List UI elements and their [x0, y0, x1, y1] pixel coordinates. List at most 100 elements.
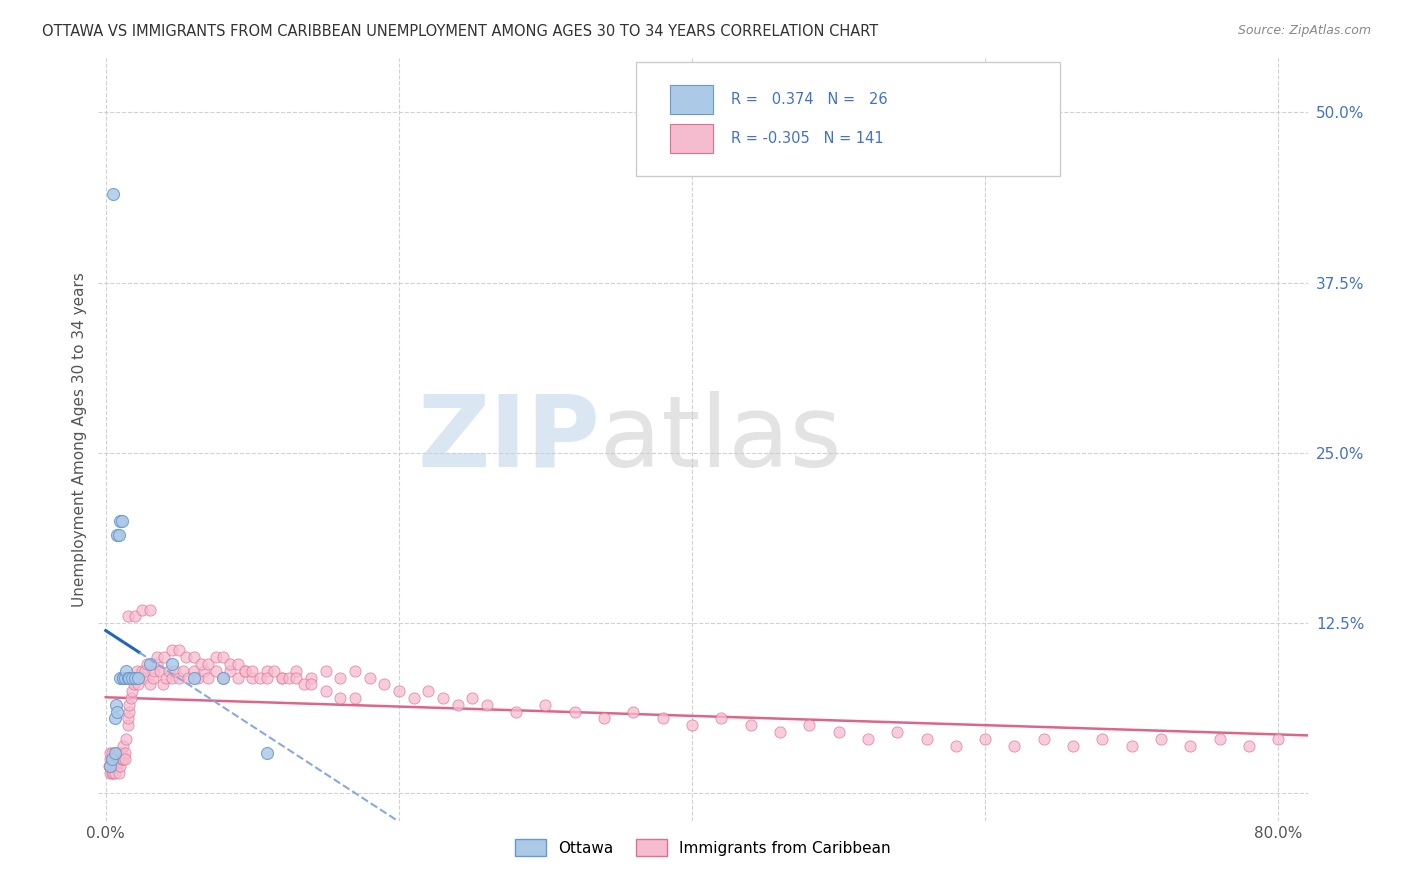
Point: [160, 657, 183, 671]
Point: [1267, 731, 1289, 746]
Point: [110, 514, 132, 528]
Point: [105, 746, 128, 760]
Point: [1180, 739, 1202, 753]
Point: [315, 684, 337, 698]
Point: [103, 746, 125, 760]
Point: [233, 664, 256, 678]
Y-axis label: Unemployment Among Ages 30 to 34 years: Unemployment Among Ages 30 to 34 years: [72, 272, 87, 607]
Point: [132, 671, 155, 685]
Point: [1004, 739, 1026, 753]
Point: [138, 677, 160, 691]
Point: [110, 759, 132, 773]
Point: [146, 657, 169, 671]
Point: [120, 691, 142, 706]
Point: [163, 664, 186, 678]
Point: [110, 671, 132, 685]
Point: [197, 671, 219, 685]
Text: R = -0.305   N = 141: R = -0.305 N = 141: [731, 130, 883, 145]
Point: [143, 664, 166, 678]
Point: [105, 752, 128, 766]
Point: [285, 664, 308, 678]
Point: [121, 671, 143, 685]
Point: [177, 671, 200, 685]
Point: [107, 527, 129, 541]
Point: [112, 739, 135, 753]
Point: [134, 664, 156, 678]
Point: [212, 671, 235, 685]
Point: [740, 718, 762, 732]
Point: [1237, 739, 1260, 753]
Point: [111, 752, 134, 766]
Point: [142, 671, 165, 685]
Point: [107, 746, 129, 760]
Point: [112, 752, 135, 766]
Point: [110, 752, 132, 766]
Point: [945, 739, 967, 753]
Point: [256, 664, 278, 678]
Point: [97, 759, 120, 773]
Point: [149, 664, 172, 678]
Point: [204, 664, 226, 678]
Point: [101, 752, 124, 766]
Point: [111, 746, 134, 760]
Point: [769, 725, 792, 739]
Point: [219, 664, 242, 678]
Point: [118, 698, 141, 712]
Point: [292, 677, 315, 691]
Point: [299, 671, 322, 685]
Point: [329, 671, 352, 685]
Point: [270, 671, 292, 685]
Point: [193, 664, 215, 678]
Point: [172, 664, 194, 678]
Point: [461, 691, 484, 706]
Point: [1091, 731, 1114, 746]
Point: [183, 664, 205, 678]
Point: [121, 684, 143, 698]
Point: [105, 698, 128, 712]
Point: [112, 671, 135, 685]
Point: [418, 684, 440, 698]
Point: [1032, 731, 1054, 746]
Point: [402, 691, 425, 706]
Point: [710, 711, 733, 725]
Point: [226, 671, 249, 685]
Point: [98, 752, 121, 766]
Point: [108, 766, 131, 780]
Point: [315, 664, 337, 678]
Point: [278, 671, 301, 685]
Point: [110, 746, 132, 760]
Point: [118, 705, 141, 719]
Point: [167, 671, 190, 685]
Point: [128, 671, 150, 685]
Point: [432, 691, 454, 706]
Point: [157, 664, 180, 678]
Point: [564, 705, 586, 719]
Point: [98, 746, 121, 760]
Point: [108, 752, 131, 766]
Point: [681, 718, 703, 732]
Point: [1208, 731, 1230, 746]
Point: [124, 671, 146, 685]
Point: [160, 643, 183, 657]
Point: [183, 671, 205, 685]
Point: [98, 766, 121, 780]
Point: [114, 752, 136, 766]
Point: [117, 718, 139, 732]
Point: [115, 664, 138, 678]
Bar: [671, 86, 713, 114]
Point: [1062, 739, 1084, 753]
Point: [651, 711, 673, 725]
Point: [799, 718, 821, 732]
Point: [212, 671, 235, 685]
Point: [299, 677, 322, 691]
Point: [103, 711, 125, 725]
Point: [100, 766, 122, 780]
Point: [187, 671, 209, 685]
Point: [197, 657, 219, 671]
Point: [240, 671, 263, 685]
Point: [153, 650, 176, 665]
Point: [101, 759, 124, 773]
Point: [100, 759, 122, 773]
Point: [118, 671, 141, 685]
Point: [155, 671, 177, 685]
